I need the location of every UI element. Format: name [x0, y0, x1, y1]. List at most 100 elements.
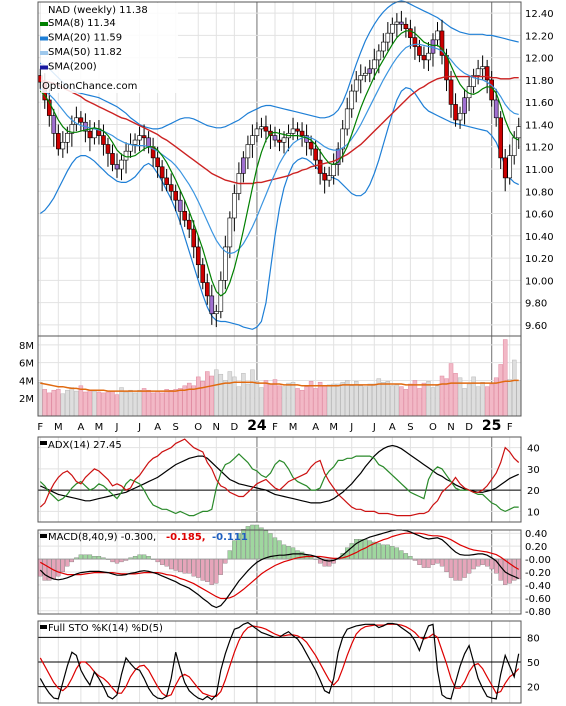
- macd-signal-value: -0.185,: [166, 532, 206, 543]
- macd-histogram-bar: [232, 540, 237, 560]
- adx-y-tick: 10: [527, 507, 540, 518]
- volume-bar: [363, 386, 368, 417]
- volume-bar: [448, 363, 454, 417]
- candle-body: [498, 117, 503, 159]
- volume-bar: [516, 380, 521, 417]
- adx-y-tick: 20: [527, 486, 540, 497]
- x-tick-label: M: [95, 422, 104, 433]
- candle-body: [128, 144, 133, 152]
- candle-body: [412, 37, 418, 47]
- legend-swatch: [40, 51, 48, 55]
- macd-y-tick: -0.00: [525, 555, 551, 566]
- macd-histogram-bar: [164, 558, 169, 567]
- macd-histogram-bar: [169, 558, 174, 570]
- candle-body: [65, 133, 70, 143]
- volume-bar: [507, 379, 512, 417]
- macd-histogram-bar: [42, 558, 47, 581]
- candle-body: [51, 115, 57, 134]
- candle-body: [159, 166, 165, 179]
- x-tick-label: A: [389, 422, 396, 433]
- legend-box: [41, 3, 178, 93]
- x-tick-label: N: [447, 422, 454, 433]
- sma8-line: [39, 30, 519, 297]
- candle-body: [60, 141, 66, 150]
- volume-bar: [87, 389, 93, 417]
- candle-body: [376, 50, 382, 61]
- volume-bar: [299, 389, 305, 417]
- volume-bar: [186, 382, 192, 417]
- candle-body: [471, 75, 476, 87]
- candle-body: [344, 108, 350, 130]
- sto-y-tick: 50: [527, 658, 540, 669]
- volume-bar: [164, 389, 169, 417]
- macd-histogram-bar: [56, 558, 61, 577]
- macd-series-line: [39, 529, 519, 609]
- macd-histogram-bar: [205, 558, 210, 582]
- volume-bar: [281, 386, 287, 417]
- candle-body: [453, 104, 458, 121]
- macd-histogram-bar: [214, 558, 219, 584]
- volume-bar: [38, 381, 43, 417]
- candle-body: [480, 66, 485, 70]
- volume-bar: [277, 385, 282, 417]
- macd-histogram-bar: [376, 543, 381, 560]
- macd-histogram-bar: [119, 558, 124, 563]
- macd-histogram-bar: [435, 558, 440, 564]
- price-y-tick: 12.00: [525, 54, 554, 65]
- macd-histogram-bar: [286, 546, 291, 560]
- sto-series-line: [39, 621, 520, 701]
- candle-body: [335, 148, 341, 165]
- price-y-tick: 10.00: [525, 276, 554, 287]
- volume-bar: [290, 381, 296, 417]
- candle-body: [457, 113, 463, 121]
- volume-bar: [245, 383, 251, 417]
- price-y-tick: 9.80: [525, 299, 547, 310]
- volume-bar: [412, 380, 418, 417]
- macd-histogram-bar: [268, 533, 273, 560]
- price-y-tick: 9.60: [525, 321, 547, 332]
- candle-body: [177, 199, 183, 212]
- macd-histogram-bar: [159, 558, 165, 565]
- sto-y-tick: 20: [527, 683, 540, 694]
- volume-bar: [146, 389, 151, 417]
- legend-entry: SMA(50) 11.82: [48, 47, 122, 58]
- x-tick-label: M: [329, 422, 338, 433]
- bollinger-upper-line: [40, 0, 519, 130]
- candle-body: [340, 128, 345, 150]
- candle-body: [191, 228, 197, 248]
- macd-histogram-bar: [327, 558, 332, 567]
- sto-y-tick: 80: [527, 633, 540, 644]
- candle-body: [227, 217, 233, 248]
- volume-bar: [349, 385, 354, 417]
- volume-bar: [69, 387, 75, 417]
- candle-body: [232, 193, 237, 219]
- macd-histogram-bar: [200, 558, 205, 581]
- candle-body: [137, 135, 142, 141]
- macd-histogram-bar: [227, 550, 232, 560]
- volume-bar: [353, 381, 359, 417]
- candle-body: [263, 126, 269, 132]
- macd-histogram-bar: [137, 554, 142, 560]
- candle-body: [78, 117, 84, 123]
- legend-entry: SMA(8) 11.34: [48, 18, 116, 29]
- sto-title: Full STO %K(14) %D(5): [48, 623, 163, 634]
- macd-histogram-bar: [223, 558, 228, 564]
- macd-histogram-bar: [489, 558, 494, 570]
- x-tick-label: A: [154, 422, 161, 433]
- candle-body: [322, 173, 327, 181]
- macd-histogram-bar: [471, 558, 476, 570]
- volume-bar: [101, 392, 106, 417]
- volume-bar: [259, 387, 264, 417]
- candle-body: [168, 184, 174, 192]
- volume-bar: [372, 383, 377, 417]
- candle-body: [299, 130, 305, 136]
- macd-histogram-bar: [403, 553, 409, 560]
- candle-body: [214, 311, 219, 315]
- price-y-tick: 12.40: [525, 9, 554, 20]
- volume-bar: [466, 383, 472, 417]
- volume-bar: [214, 369, 219, 417]
- candle-body: [448, 79, 454, 105]
- macd-y-tick: -0.20: [525, 568, 551, 579]
- volume-bar: [78, 385, 84, 417]
